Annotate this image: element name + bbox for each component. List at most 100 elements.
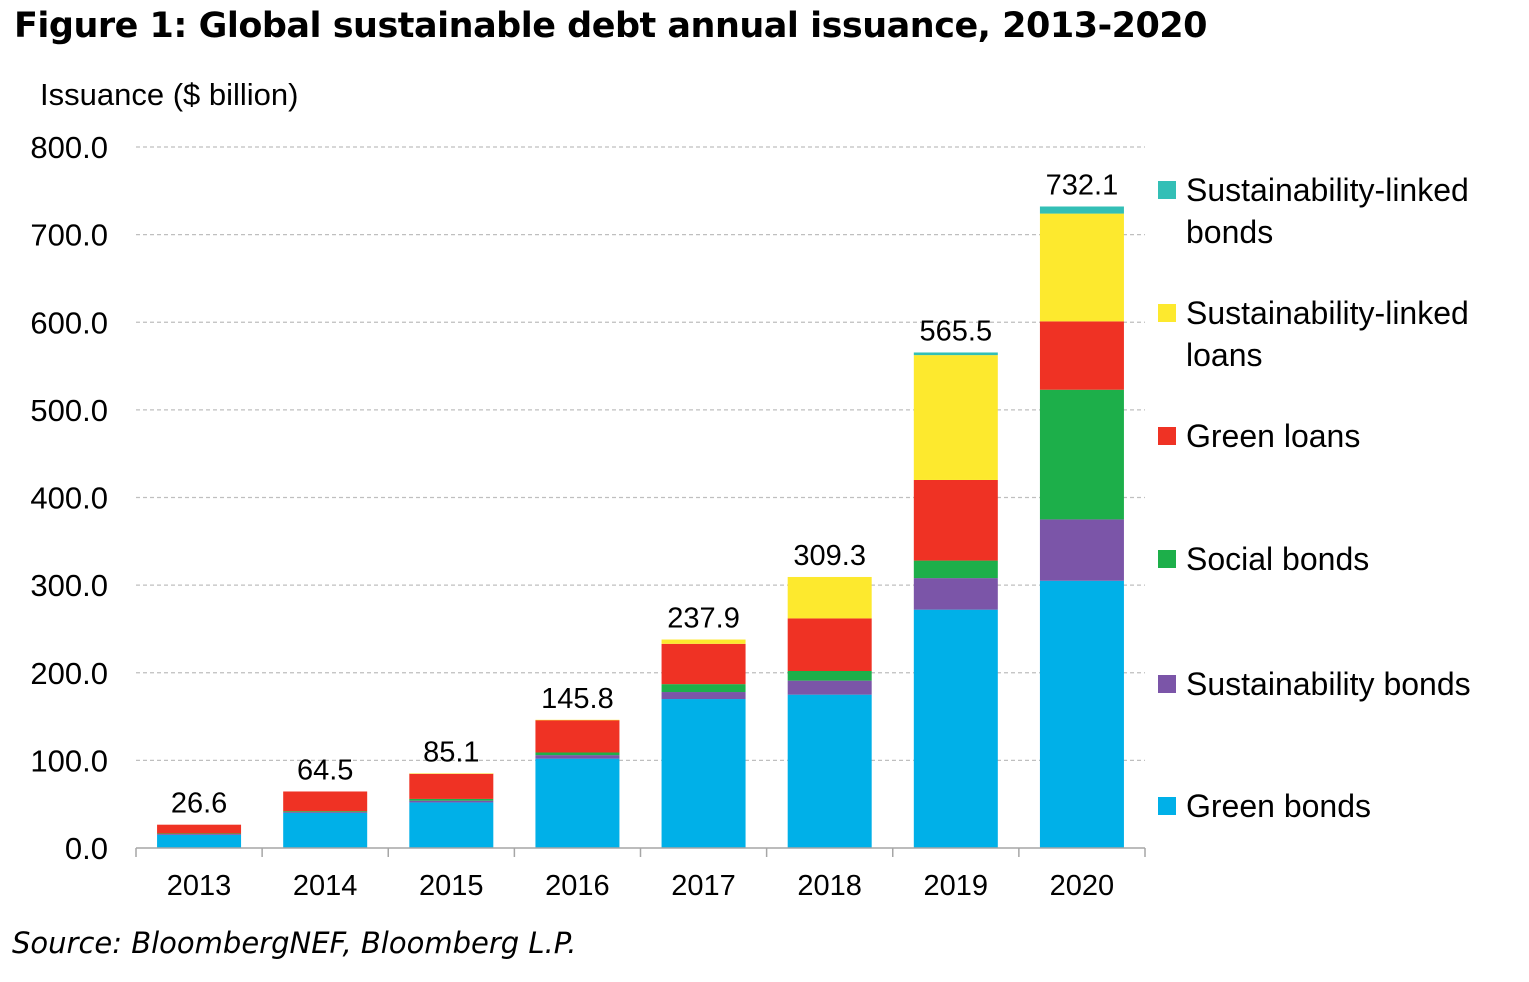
legend-label: Sustainability bonds — [1186, 666, 1471, 702]
bar-segment-green-loans — [157, 824, 242, 834]
y-tick-label: 300.0 — [30, 568, 108, 603]
bar-segment-sustainability-bonds — [913, 578, 998, 610]
bar-segment-green-bonds — [787, 694, 872, 848]
bar-stack-2017 — [661, 639, 746, 848]
bar-segment-green-loans — [283, 791, 368, 812]
bar-segment-green-bonds — [283, 812, 368, 848]
legend-label: bonds — [1186, 214, 1273, 250]
bar-segment-social-bonds — [1039, 389, 1124, 520]
legend-item-green-loans: Green loans — [1158, 418, 1360, 454]
x-tick-label: 2019 — [924, 870, 989, 902]
x-tick-label: 2014 — [293, 870, 358, 902]
bar-segment-green-bonds — [409, 802, 494, 848]
bar-segment-sustainability-linked-loans — [409, 773, 494, 774]
stacked-bar-chart: Issuance ($ billion) 0.0 100.0 200.0 300.0 4… — [30, 77, 1471, 902]
x-tick-label: 2013 — [167, 870, 232, 902]
total-label: 732.1 — [1046, 169, 1119, 201]
bar-segment-sustainability-bonds — [1039, 519, 1124, 581]
bar-segment-sustainability-linked-loans — [913, 355, 998, 480]
chart-title: Figure 1: Global sustainable debt annual… — [14, 6, 1208, 46]
bar-segment-social-bonds — [283, 811, 368, 813]
bar-segment-green-bonds — [913, 609, 998, 848]
total-label: 309.3 — [793, 540, 866, 572]
total-label: 237.9 — [667, 603, 740, 635]
bar-segment-social-bonds — [409, 798, 494, 801]
total-labels: 26.6 64.5 85.1 145.8 237.9 309.3 565.5 732.1 — [171, 169, 1118, 819]
bar-segment-social-bonds — [535, 752, 620, 756]
bar-segment-green-bonds — [1039, 580, 1124, 848]
y-tick-label: 200.0 — [30, 656, 108, 691]
bar-segment-green-loans — [409, 773, 494, 799]
legend-item-sustainability-bonds: Sustainability bonds — [1158, 666, 1471, 702]
y-tick-label: 600.0 — [30, 305, 108, 340]
bar-segment-social-bonds — [157, 833, 242, 834]
bar-stack-2014 — [283, 791, 368, 848]
x-tick-label: 2015 — [419, 870, 484, 902]
x-tick-label: 2020 — [1050, 870, 1115, 902]
legend-label: Social bonds — [1186, 541, 1369, 577]
legend-swatch — [1158, 797, 1176, 815]
y-tick-label: 400.0 — [30, 481, 108, 516]
bar-segment-social-bonds — [787, 670, 872, 681]
bar-segment-sustainability-bonds — [787, 680, 872, 695]
bar-segment-social-bonds — [661, 684, 746, 693]
bar-segment-sustainability-bonds — [283, 812, 368, 813]
y-tick-label: 0.0 — [65, 831, 108, 866]
y-axis-label: Issuance ($ billion) — [40, 77, 298, 112]
bar-segment-sustainability-bonds — [409, 800, 494, 803]
y-tick-label: 700.0 — [30, 218, 108, 253]
bar-segment-sustainability-bonds — [157, 833, 242, 835]
bar-segment-sustainability-linked-loans — [661, 639, 746, 644]
bar-segment-sustainability-linked-loans — [535, 719, 620, 721]
bar-stack-2019 — [913, 352, 998, 848]
bar-segment-sustainability-linked-loans — [787, 576, 872, 619]
y-tick-label: 500.0 — [30, 393, 108, 428]
bar-segment-green-bonds — [157, 834, 242, 848]
bar-segment-sustainability-linked-loans — [1039, 213, 1124, 322]
legend-item-social-bonds: Social bonds — [1158, 541, 1369, 577]
y-tick-label: 800.0 — [30, 130, 108, 165]
bar-segment-green-bonds — [661, 699, 746, 848]
y-tick-label: 100.0 — [30, 743, 108, 778]
bar-segment-green-loans — [535, 720, 620, 753]
x-tick-label: 2017 — [671, 870, 736, 902]
legend-label: Sustainability-linked — [1186, 172, 1469, 208]
total-label: 26.6 — [171, 788, 227, 820]
x-tick-label: 2016 — [545, 870, 610, 902]
legend-swatch — [1158, 427, 1176, 445]
legend-label: Sustainability-linked — [1186, 295, 1469, 331]
legend: Sustainability-linked bonds Sustainability… — [1158, 172, 1471, 824]
total-label: 64.5 — [297, 754, 353, 786]
legend-label: Green bonds — [1186, 788, 1371, 824]
y-axis-ticks: 0.0 100.0 200.0 300.0 400.0 500.0 600.0 700.0 80… — [30, 130, 108, 866]
bar-segment-green-loans — [1039, 321, 1124, 390]
bar-stack-2015 — [409, 773, 494, 848]
x-tick-label: 2018 — [797, 870, 862, 902]
legend-item-sustainability-linked-loans: Sustainability-linked loans — [1158, 295, 1469, 373]
bar-segment-green-loans — [787, 618, 872, 671]
legend-label: Green loans — [1186, 418, 1360, 454]
total-label: 565.5 — [920, 315, 993, 347]
bar-segment-green-loans — [661, 643, 746, 685]
bar-segment-green-loans — [913, 479, 998, 561]
bars — [157, 206, 1124, 848]
total-label: 145.8 — [541, 683, 614, 715]
bar-segment-sustainability-linked-bonds — [913, 352, 998, 356]
legend-swatch — [1158, 304, 1176, 322]
total-label: 85.1 — [423, 736, 479, 768]
legend-label: loans — [1186, 337, 1263, 373]
bar-segment-sustainability-bonds — [535, 755, 620, 759]
source-note: Source: BloombergNEF, Bloomberg L.P. — [12, 926, 577, 960]
bar-stack-2020 — [1039, 206, 1124, 848]
gridlines — [136, 146, 1145, 762]
legend-swatch — [1158, 181, 1176, 199]
legend-item-green-bonds: Green bonds — [1158, 788, 1371, 824]
bar-segment-social-bonds — [913, 560, 998, 579]
bar-segment-sustainability-linked-bonds — [1039, 206, 1124, 214]
legend-swatch — [1158, 550, 1176, 568]
bar-stack-2016 — [535, 719, 620, 848]
legend-swatch — [1158, 675, 1176, 693]
x-axis: 2013 2014 2015 2016 2017 2018 2019 2020 — [135, 847, 1146, 902]
bar-stack-2013 — [157, 824, 242, 848]
bar-segment-green-bonds — [535, 758, 620, 848]
